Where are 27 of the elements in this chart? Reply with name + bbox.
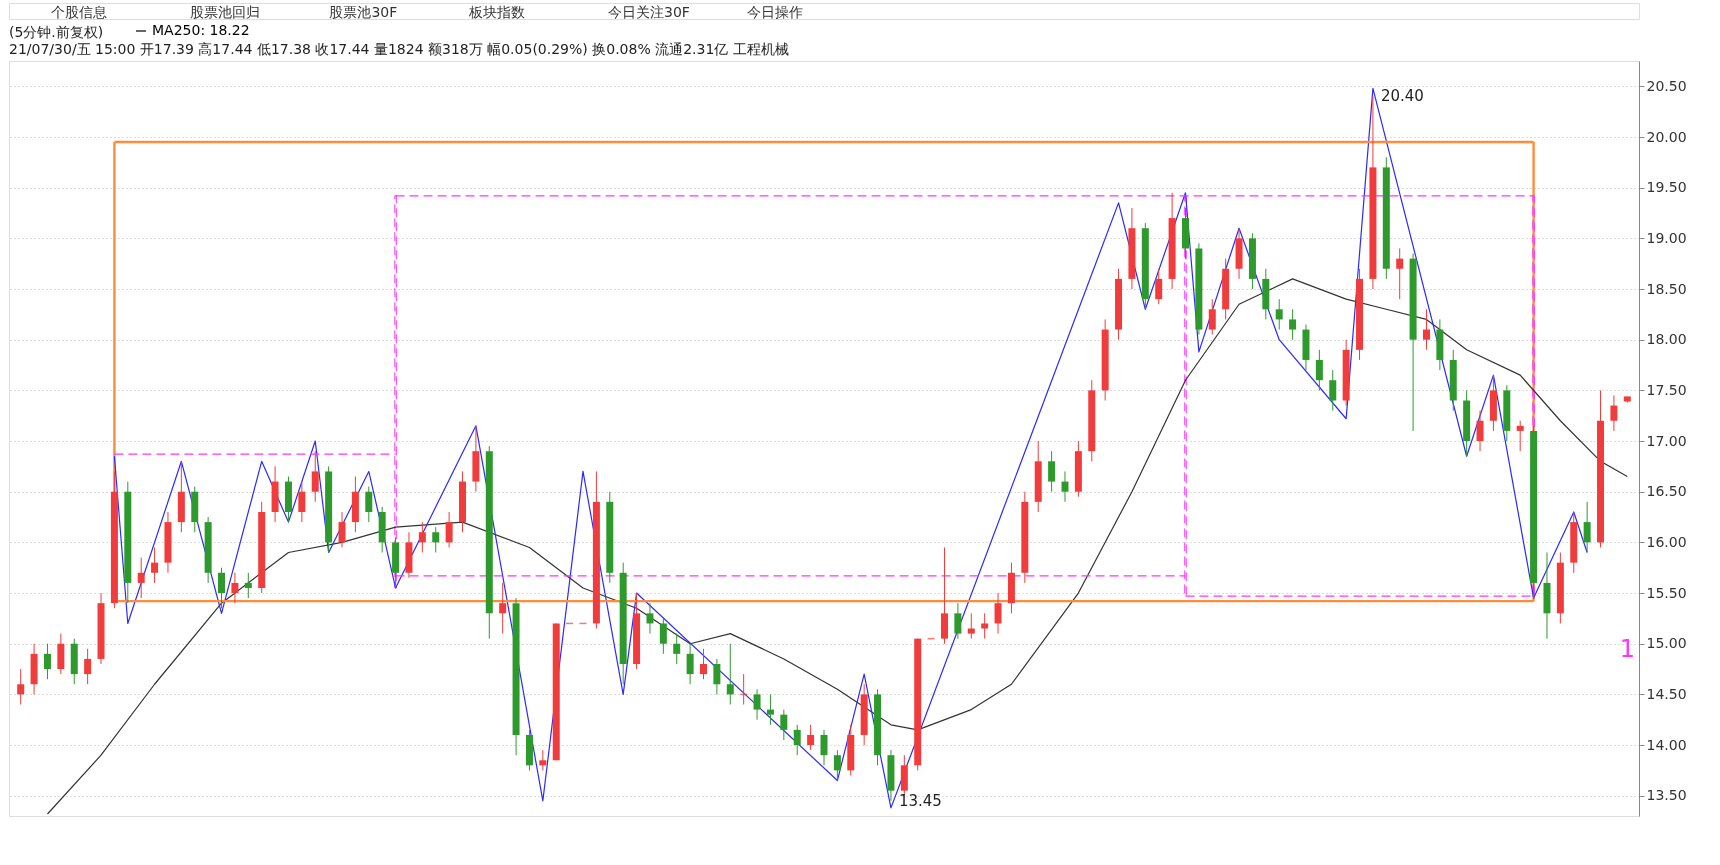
text: 板块指数 [467, 4, 525, 20]
y-tick-label: 18.50 [1646, 280, 1687, 297]
y-tick-label: 15.50 [1646, 584, 1687, 601]
y-tick-label: 14.50 [1646, 685, 1687, 702]
y-tick-label: 16.50 [1646, 483, 1687, 500]
text: 个股信息 [50, 4, 107, 20]
chart-subtitle: 21/07/30/五 15:00 开17.39 高17.44 低17.38 收17.44 量1824 额318万 幅0.05(0.29%) 换0.08% 流通2.31亿 工程机械 [9, 41, 789, 57]
legend-label: MA250: 18.22 [152, 22, 250, 38]
text: 今日操作 [747, 4, 804, 20]
text: 股票池30F [329, 4, 398, 20]
annotation: 1 [1619, 634, 1635, 663]
y-tick-label: 16.00 [1646, 533, 1687, 550]
chart-title: (5分钟.前复权) [9, 24, 104, 40]
annotation: 20.40 [1380, 87, 1424, 106]
y-tick-label: 18.00 [1646, 331, 1687, 348]
y-tick-label: 15.00 [1646, 635, 1687, 652]
y-tick-label: 17.50 [1646, 381, 1687, 398]
y-tick-label: 19.00 [1646, 229, 1687, 246]
y-tick-label: 20.50 [1646, 77, 1687, 94]
annotation: 13.45 [898, 791, 942, 810]
y-tick-label: 20.00 [1646, 128, 1687, 145]
y-tick-label: 13.50 [1646, 787, 1687, 804]
text: 今日关注30F [608, 4, 690, 20]
text: 股票池回归 [190, 4, 261, 20]
y-tick-label: 19.50 [1646, 179, 1687, 196]
y-tick-label: 14.00 [1646, 736, 1687, 753]
y-tick-label: 17.00 [1646, 432, 1687, 449]
